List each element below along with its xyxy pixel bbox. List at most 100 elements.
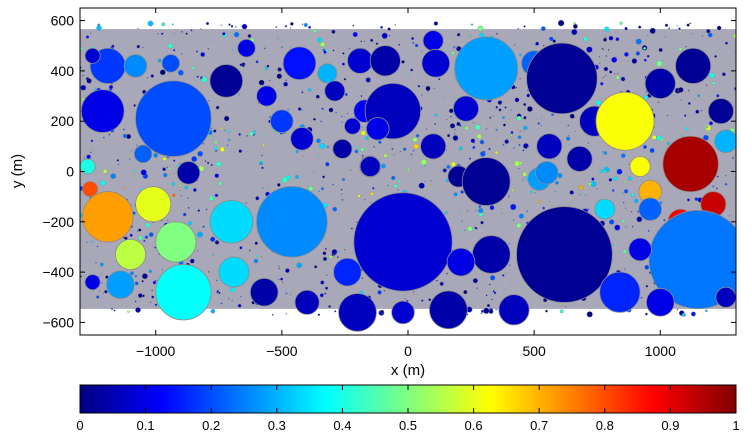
packing-circle	[587, 142, 590, 144]
packing-circle	[375, 42, 379, 45]
packing-circle	[96, 245, 99, 248]
packing-circle	[664, 23, 669, 27]
packing-circle	[510, 282, 512, 284]
packing-circle	[514, 97, 520, 103]
colorbar-tick-label: 0.7	[530, 418, 548, 433]
packing-circle	[341, 62, 346, 66]
packing-circle	[602, 48, 604, 51]
packing-circle	[443, 212, 446, 215]
packing-circle	[523, 115, 527, 120]
packing-circle	[289, 46, 291, 48]
packing-circle	[604, 26, 610, 32]
packing-circle	[472, 278, 479, 284]
packing-circle	[222, 32, 226, 36]
packing-circle	[657, 101, 660, 103]
packing-circle	[425, 128, 428, 130]
packing-circle	[154, 246, 157, 249]
packing-circle	[603, 66, 609, 72]
packing-circle	[92, 146, 95, 149]
packing-circle	[378, 140, 382, 144]
packing-circle	[365, 136, 369, 141]
packing-circle	[488, 309, 494, 314]
packing-circle	[283, 81, 289, 87]
packing-circle	[316, 37, 323, 43]
packing-circle	[205, 21, 210, 26]
packing-circle	[708, 72, 715, 79]
packing-circle	[131, 149, 133, 152]
packing-circle	[728, 215, 731, 217]
packing-circle	[210, 236, 216, 242]
packing-circle	[216, 289, 220, 293]
packing-circle	[422, 107, 425, 109]
data-point-46	[256, 186, 328, 258]
packing-circle	[317, 155, 320, 158]
packing-circle	[678, 27, 681, 30]
packing-circle	[604, 169, 607, 173]
data-point-48	[82, 191, 134, 243]
packing-circle	[192, 188, 197, 192]
data-point-16	[422, 30, 444, 52]
packing-circle	[250, 275, 253, 278]
packing-circle	[102, 136, 105, 139]
packing-circle	[142, 294, 145, 298]
packing-circle	[706, 29, 711, 34]
packing-circle	[420, 159, 427, 166]
packing-circle	[604, 74, 607, 77]
packing-circle	[102, 168, 108, 174]
packing-circle	[371, 186, 375, 190]
packing-circle	[489, 275, 496, 281]
packing-circle	[214, 140, 218, 145]
packing-circle	[677, 89, 679, 92]
x-axis-title: x (m)	[391, 362, 425, 379]
packing-circle	[643, 94, 649, 100]
packing-circle	[249, 131, 254, 137]
packing-circle	[377, 290, 382, 295]
packing-circle	[90, 240, 93, 243]
packing-circle	[184, 185, 189, 190]
packing-circle	[596, 188, 598, 190]
data-point-70	[629, 156, 651, 177]
packing-circle	[705, 125, 712, 132]
packing-circle	[522, 172, 527, 177]
packing-circle	[619, 21, 623, 25]
data-point-15	[332, 138, 353, 159]
packing-circle	[579, 194, 581, 196]
packing-circle	[452, 135, 459, 141]
data-point-28	[526, 42, 598, 115]
packing-circle	[397, 179, 401, 183]
packing-circle	[526, 148, 529, 151]
packing-circle	[85, 155, 88, 158]
packing-circle	[686, 198, 690, 202]
packing-circle	[647, 229, 650, 232]
packing-circle	[623, 189, 629, 194]
packing-circle	[90, 151, 92, 154]
packing-circle	[141, 279, 144, 283]
packing-circle	[640, 296, 643, 299]
packing-circle	[485, 294, 488, 297]
packing-circle	[554, 190, 557, 193]
data-point-62	[628, 237, 652, 262]
packing-circle	[601, 151, 604, 153]
packing-circle	[656, 60, 663, 67]
packing-circle	[331, 249, 338, 255]
packing-circle	[643, 46, 647, 50]
packing-circle	[289, 294, 292, 296]
packing-circle	[187, 206, 190, 209]
packing-circle	[516, 115, 522, 122]
y-tick-label: 200	[51, 113, 75, 129]
packing-circle	[412, 149, 415, 152]
packing-circle	[711, 81, 716, 86]
packing-circle	[135, 144, 138, 147]
packing-circle	[515, 86, 518, 89]
packing-circle	[360, 130, 367, 136]
packing-circle	[432, 184, 435, 187]
packing-circle	[108, 133, 111, 136]
x-tick-label: 500	[522, 343, 546, 359]
packing-circle	[449, 43, 451, 46]
packing-circle	[502, 274, 505, 277]
packing-circle	[526, 93, 531, 98]
packing-circle	[238, 133, 242, 136]
packing-circle	[460, 190, 464, 194]
packing-circle	[324, 247, 327, 250]
